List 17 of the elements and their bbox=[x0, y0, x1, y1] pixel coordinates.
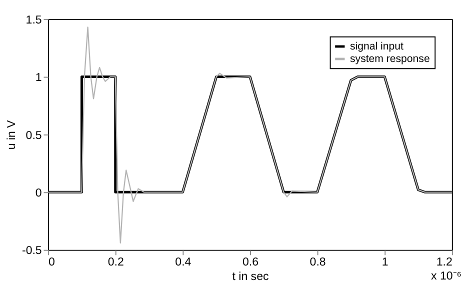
y-axis-title: u in V bbox=[6, 120, 18, 150]
y-tick-label: -0.5 bbox=[22, 245, 42, 258]
text: x 10⁻⁶ bbox=[431, 270, 462, 283]
y-tick-label: 1 bbox=[35, 72, 42, 84]
x-tick-label: 0 bbox=[48, 256, 55, 269]
x-tick-label: 1.2 bbox=[436, 256, 452, 269]
legend-label: signal input bbox=[350, 40, 404, 52]
x-tick-label: 0.8 bbox=[310, 256, 326, 269]
x-axis-title: t in sec bbox=[232, 271, 269, 284]
x-tick-label: 0.6 bbox=[242, 256, 258, 269]
x-tick-label: 1 bbox=[382, 256, 388, 269]
y-tick-label: 0 bbox=[35, 187, 42, 200]
y-tick-label: 0.5 bbox=[26, 130, 42, 142]
x-tick-label: 0.4 bbox=[175, 256, 192, 269]
legend-label: system response bbox=[350, 52, 430, 65]
y-tick-label: 1.5 bbox=[26, 14, 42, 26]
x-tick-label: 0.2 bbox=[108, 256, 124, 269]
